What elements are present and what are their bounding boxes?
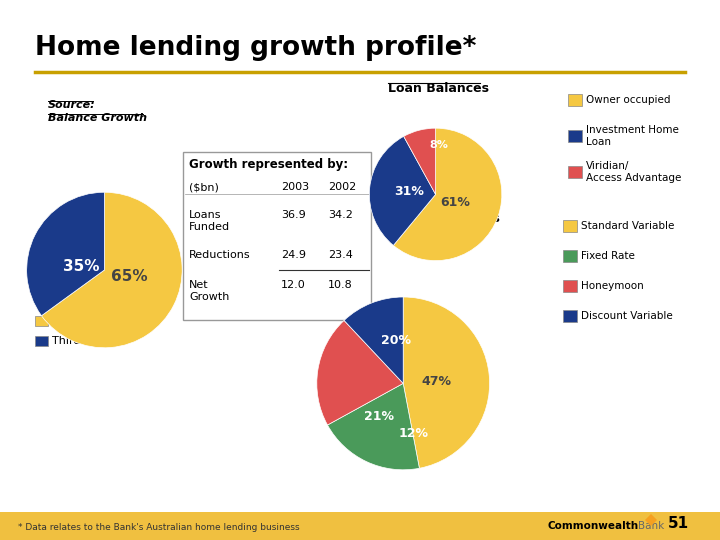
Bar [563,220,577,232]
Wedge shape [344,297,403,383]
Bar [563,250,577,262]
Wedge shape [393,128,502,261]
Wedge shape [27,192,104,316]
Text: 10.8: 10.8 [328,280,353,290]
Text: Loans
Funded: Loans Funded [189,210,230,232]
Text: Source:: Source: [48,100,96,110]
Text: 36.9: 36.9 [281,210,306,220]
Text: Discount Variable: Discount Variable [581,311,672,321]
Text: Product Balances: Product Balances [378,212,500,225]
Text: 21%: 21% [364,410,394,423]
Text: * Data relates to the Bank's Australian home lending business: * Data relates to the Bank's Australian … [18,523,300,532]
Text: Commonwealth: Commonwealth [548,521,639,531]
Text: Proprietary: Proprietary [52,316,114,326]
Text: ($bn): ($bn) [189,182,219,192]
Bar [35,336,48,346]
Text: Reductions: Reductions [189,250,251,260]
Wedge shape [369,137,436,246]
Bar [563,280,577,292]
Text: 31%: 31% [394,185,424,198]
Text: 2002: 2002 [328,182,356,192]
Text: Honeymoon: Honeymoon [581,281,644,291]
Text: 2003: 2003 [281,182,309,192]
Wedge shape [317,320,403,425]
Wedge shape [404,128,436,194]
Polygon shape [645,514,657,526]
Text: Standard Variable: Standard Variable [581,221,675,231]
Text: 34.2: 34.2 [328,210,353,220]
Text: 12%: 12% [399,427,428,440]
Text: 23.4: 23.4 [328,250,353,260]
Bar [35,316,48,326]
Text: Net
Growth: Net Growth [189,280,230,302]
Bar [568,130,582,142]
Text: 47%: 47% [421,375,451,388]
Text: 24.9: 24.9 [281,250,306,260]
Text: 35%: 35% [63,259,99,274]
Bar [568,94,582,106]
Text: Third Party: Third Party [52,336,113,346]
Bar [563,310,577,322]
Text: Loan Balances: Loan Balances [388,82,489,95]
Text: 8%: 8% [429,140,449,150]
Text: 65%: 65% [111,269,148,284]
Text: Owner occupied: Owner occupied [586,95,670,105]
Bar [183,152,371,320]
Text: 51: 51 [668,516,689,531]
Bar [0,512,720,540]
Text: Home lending growth profile*: Home lending growth profile* [35,35,477,61]
Text: 12.0: 12.0 [281,280,306,290]
Text: Investment Home
Loan: Investment Home Loan [586,125,679,147]
Wedge shape [328,383,419,470]
Text: Bank: Bank [638,521,665,531]
Text: Balance Growth: Balance Growth [48,113,147,123]
Bar [568,166,582,178]
Text: Viridian/
Access Advantage: Viridian/ Access Advantage [586,161,681,183]
Wedge shape [42,192,182,348]
Wedge shape [403,297,490,468]
Text: Fixed Rate: Fixed Rate [581,251,635,261]
Text: 61%: 61% [441,196,470,209]
Text: 20%: 20% [382,334,411,347]
Text: Growth represented by:: Growth represented by: [189,158,348,171]
